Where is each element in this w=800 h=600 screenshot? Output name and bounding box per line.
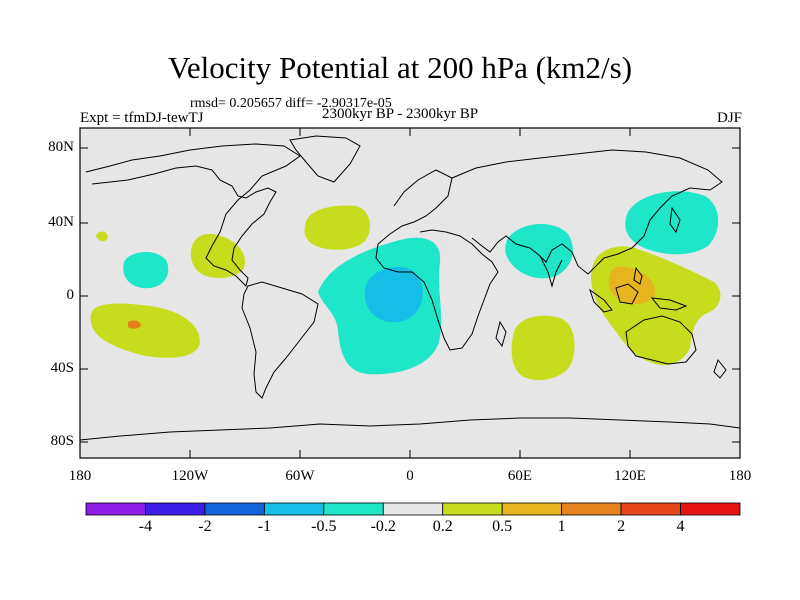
experiment-label: Expt = tfmDJ-tewTJ	[80, 110, 204, 126]
colorbar-label: -4	[138, 518, 153, 535]
colorbar-swatch	[204, 502, 265, 516]
colorbar-swatch	[85, 502, 146, 516]
colorbar-swatch	[501, 502, 563, 516]
y-tick-label: 0	[66, 287, 75, 303]
coast-australia	[625, 315, 697, 365]
x-tick-label: 0	[406, 468, 414, 484]
y-tick-label: 80N	[48, 139, 74, 155]
negative-anomaly-east-pacific	[123, 251, 169, 289]
y-tick-label: 40S	[50, 360, 74, 376]
chart-title: Velocity Potential at 200 hPa (km2/s)	[167, 50, 633, 85]
colorbar-label: 0.2	[432, 518, 453, 535]
colorbar-swatch	[442, 502, 503, 516]
coast-europe-africa	[375, 169, 499, 351]
x-tick-label: 180	[728, 468, 752, 484]
strong-positive-anomaly-philippines	[608, 266, 656, 304]
positive-anomaly-north-atlantic	[304, 205, 371, 250]
positive-anomaly-caribbean-spot	[96, 231, 108, 242]
coast-north-america	[85, 143, 301, 287]
coast-philippines	[633, 266, 643, 285]
x-tick-label: 120E	[614, 468, 646, 484]
colorbar-label: -0.5	[311, 518, 337, 535]
colorbar-label: -2	[198, 518, 212, 535]
negative-anomaly-indian-ocean	[505, 223, 573, 279]
x-tick-label: 60W	[285, 468, 315, 484]
x-tick-label: 120W	[171, 468, 209, 484]
coast-japan	[669, 206, 681, 234]
coast-antarctica	[80, 417, 740, 441]
coast-asia	[451, 149, 723, 275]
colorbar-label: 0.5	[492, 518, 513, 535]
stats-line: rmsd= 0.205657 diff= -2.90317e-05	[190, 96, 392, 111]
axis-ticks	[79, 128, 741, 458]
colorbar-swatch	[145, 502, 206, 516]
colorbar	[85, 502, 741, 516]
colorbar-label: 1	[557, 518, 566, 535]
positive-anomaly-central-america	[190, 233, 246, 278]
strong-negative-anomaly-atlantic	[364, 266, 423, 323]
colorbar-label: 2	[617, 518, 626, 535]
colorbar-swatch	[323, 502, 384, 516]
coast-india	[539, 255, 563, 288]
coast-borneo	[615, 283, 639, 305]
coast-south-america	[241, 281, 319, 399]
y-tick-label: 40N	[48, 214, 74, 230]
coast-new-guinea	[650, 297, 688, 311]
coast-sumatra	[589, 288, 613, 313]
colorbar-swatch	[620, 502, 681, 516]
coastlines	[80, 135, 740, 441]
colorbar-label: -1	[257, 518, 272, 535]
peak-positive-anomaly-pacific	[128, 320, 141, 329]
colorbar-swatch	[382, 502, 444, 516]
positive-anomaly-south-indian-ocean	[511, 315, 575, 381]
y-tick-label: 80S	[50, 433, 74, 449]
colorbar-label: -0.2	[370, 518, 396, 535]
season-label: DJF	[716, 110, 742, 126]
colorbar-swatch	[561, 502, 622, 516]
colorbar-swatch	[680, 502, 741, 516]
x-tick-label: 60E	[507, 468, 533, 484]
colorbar-swatch	[263, 502, 325, 516]
coast-greenland	[289, 135, 361, 183]
colorbar-label: 4	[676, 518, 685, 535]
period-label: 2300kyr BP - 2300kyr BP	[322, 106, 479, 122]
coast-new-zealand	[713, 358, 727, 379]
negative-anomaly-northwest-pacific	[625, 191, 719, 255]
coast-madagascar	[495, 320, 507, 348]
x-tick-label: 180	[68, 468, 92, 484]
positive-anomaly-south-pacific	[90, 303, 200, 358]
